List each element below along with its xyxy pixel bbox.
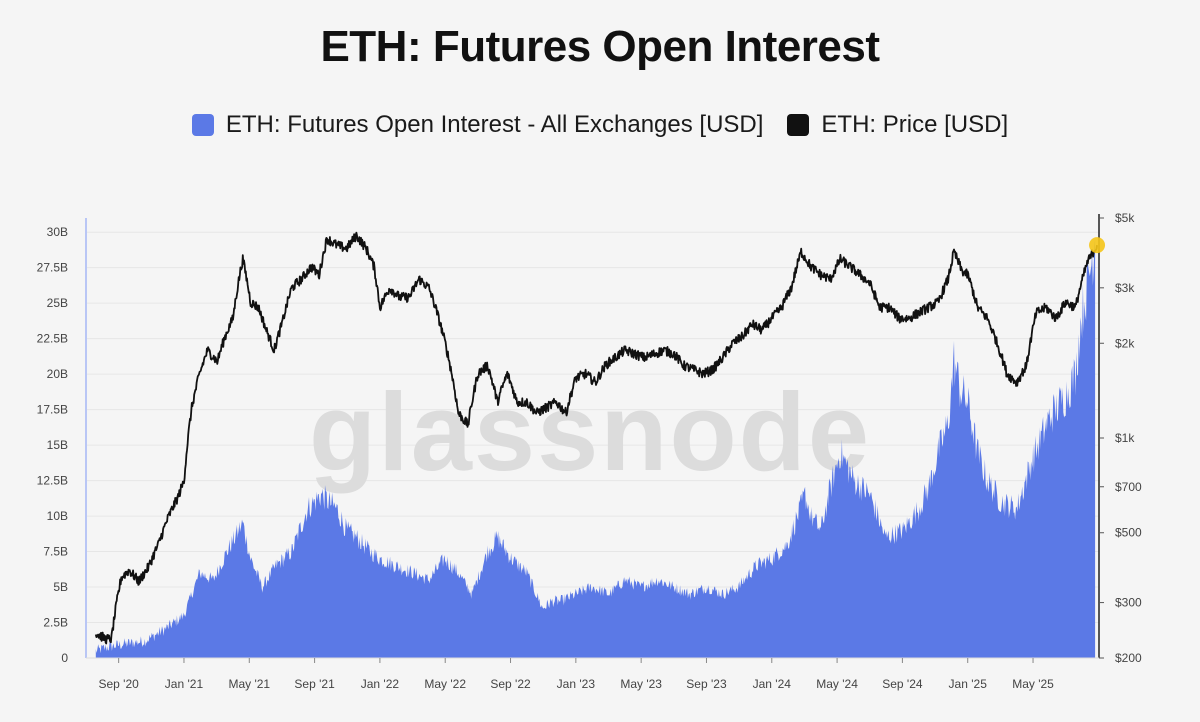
- left-tick-label: 15B: [47, 438, 68, 452]
- right-tick-label: $300: [1115, 596, 1142, 610]
- x-tick-label: Jan '25: [949, 677, 988, 691]
- watermark-text: glassnode: [309, 371, 871, 494]
- legend-item-open-interest[interactable]: ETH: Futures Open Interest - All Exchang…: [191, 111, 764, 139]
- x-tick-label: May '24: [816, 677, 858, 691]
- right-tick-label: $5k: [1115, 211, 1135, 225]
- left-tick-label: 7.5B: [43, 545, 68, 559]
- x-tick-label: Sep '20: [98, 677, 139, 691]
- x-tick-label: Sep '22: [490, 677, 531, 691]
- right-tick-label: $200: [1115, 651, 1142, 665]
- right-tick-label: $700: [1115, 480, 1142, 494]
- x-tick-label: May '23: [620, 677, 662, 691]
- right-axis-ticks: $200 $300 $500 $700 $1k $2k $3k $5k: [1099, 211, 1142, 665]
- latest-price-marker: [1089, 237, 1106, 254]
- left-tick-label: 27.5B: [37, 261, 68, 275]
- legend-label-open-interest: ETH: Futures Open Interest - All Exchang…: [225, 111, 764, 138]
- x-tick-label: May '21: [228, 677, 270, 691]
- x-tick-label: Sep '21: [294, 677, 335, 691]
- legend-swatch-price: [787, 114, 810, 136]
- left-tick-label: 5B: [53, 580, 68, 594]
- x-tick-label: Jan '22: [361, 677, 400, 691]
- x-tick-label: Jan '23: [557, 677, 596, 691]
- left-tick-label: 20B: [47, 367, 68, 381]
- left-tick-label: 12.5B: [37, 474, 68, 488]
- legend-label-price: ETH: Price [USD]: [821, 111, 1009, 138]
- chart-title: ETH: Futures Open Interest: [320, 22, 880, 71]
- x-tick-label: Jan '24: [753, 677, 792, 691]
- legend-swatch-open-interest: [191, 114, 214, 136]
- open-interest-area: [95, 239, 1096, 659]
- right-tick-label: $2k: [1115, 336, 1135, 350]
- left-tick-label: 22.5B: [37, 332, 68, 346]
- left-tick-label: 25B: [47, 296, 68, 310]
- x-tick-label: May '22: [424, 677, 466, 691]
- right-tick-label: $1k: [1115, 431, 1135, 445]
- highlight-group: [1089, 237, 1106, 254]
- price-line: [94, 231, 1098, 645]
- right-tick-label: $3k: [1115, 281, 1135, 295]
- price-line-group: [94, 231, 1098, 645]
- open-interest-area-group: [95, 239, 1096, 659]
- x-tick-label: Sep '24: [882, 677, 923, 691]
- legend-item-price[interactable]: ETH: Price [USD]: [787, 111, 1008, 139]
- left-tick-label: 10B: [47, 509, 68, 523]
- left-axis-ticks: 0 2.5B 5B 7.5B 10B 12.5B 15B 17.5B 20B 22.5B 25B 27…: [37, 225, 69, 665]
- left-tick-label: 0: [61, 651, 68, 665]
- left-tick-label: 2.5B: [43, 616, 68, 630]
- x-tick-label: May '25: [1012, 677, 1054, 691]
- right-tick-label: $500: [1115, 526, 1142, 540]
- x-tick-label: Jan '21: [165, 677, 204, 691]
- left-tick-label: 17.5B: [37, 403, 68, 417]
- chart-legend: ETH: Futures Open Interest - All Exchang…: [0, 111, 1200, 139]
- left-tick-label: 30B: [47, 225, 68, 239]
- x-axis-ticks: Sep '20 Jan '21 May '21 Sep '21 Jan '22 May '…: [98, 658, 1054, 691]
- x-tick-label: Sep '23: [686, 677, 727, 691]
